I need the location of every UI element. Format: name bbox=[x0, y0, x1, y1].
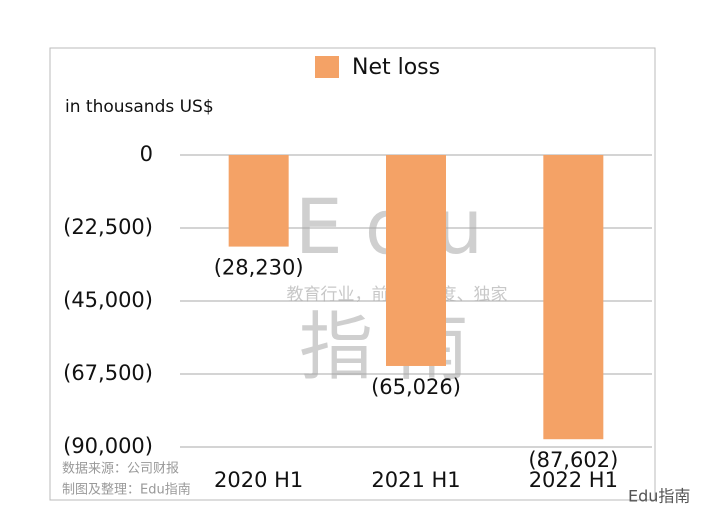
y-tick-label: (67,500) bbox=[63, 361, 153, 385]
y-tick-label: 0 bbox=[140, 142, 153, 166]
y-tick-label: (90,000) bbox=[63, 434, 153, 458]
x-tick-label: 2022 H1 bbox=[529, 468, 618, 492]
legend-label: Net loss bbox=[352, 55, 440, 80]
x-tick-label: 2020 H1 bbox=[214, 468, 303, 492]
bar bbox=[543, 155, 604, 440]
credit-note: 制图及整理：Edu指南 bbox=[62, 482, 191, 498]
data-label: (65,026) bbox=[371, 375, 461, 399]
legend: Net loss bbox=[315, 55, 440, 80]
data-label: (28,230) bbox=[214, 256, 304, 280]
y-axis-label: in thousands US$ bbox=[65, 97, 214, 117]
y-tick-label: (22,500) bbox=[63, 215, 153, 239]
data-label: (87,602) bbox=[528, 448, 618, 472]
brand: Edu指南 bbox=[628, 487, 690, 506]
y-tick-label: (45,000) bbox=[63, 288, 153, 312]
legend-swatch bbox=[315, 56, 339, 78]
source-note: 数据来源：公司财报 bbox=[62, 462, 179, 477]
bar bbox=[386, 155, 446, 366]
bar bbox=[228, 155, 289, 247]
x-tick-label: 2021 H1 bbox=[371, 468, 460, 492]
